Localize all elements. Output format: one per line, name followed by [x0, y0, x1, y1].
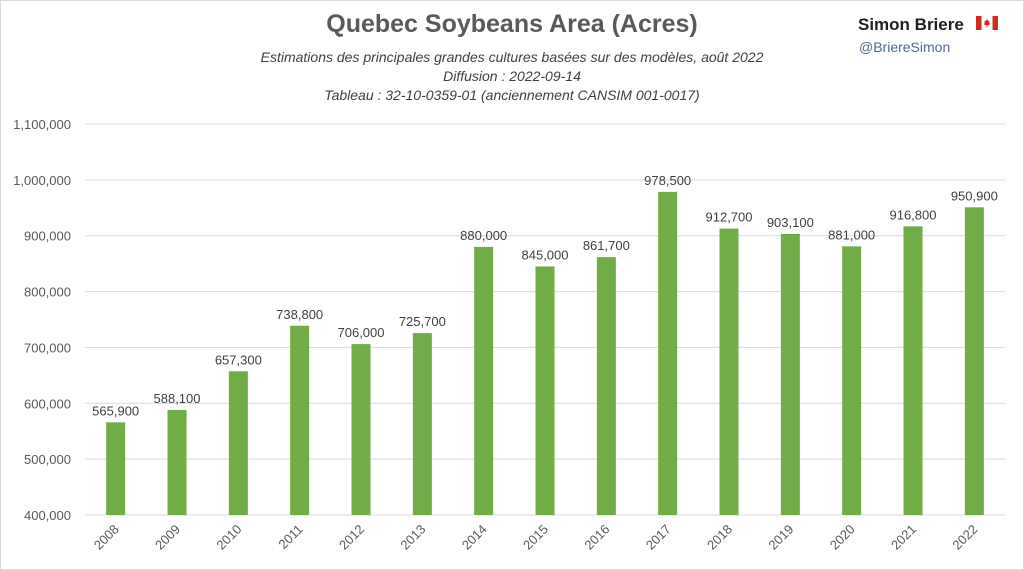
y-tick-label: 1,100,000: [13, 117, 71, 132]
data-label: 881,000: [828, 227, 875, 242]
data-label: 738,800: [276, 307, 323, 322]
bars: [106, 191, 984, 515]
data-label: 950,900: [951, 188, 998, 203]
y-tick-label: 800,000: [24, 285, 71, 300]
data-label: 880,000: [460, 228, 507, 243]
data-label: 903,100: [767, 215, 814, 230]
bar-2019: [780, 233, 800, 515]
bar-2015: [535, 266, 555, 515]
chart-subtitle-release: Diffusion : 2022-09-14: [443, 68, 581, 84]
data-label: 588,100: [154, 391, 201, 406]
x-tick-label: 2009: [152, 522, 183, 553]
x-tick-label: 2021: [888, 522, 919, 553]
x-tick-label: 2013: [397, 522, 428, 553]
author-name: Simon Briere: [858, 15, 964, 34]
bar-2018: [719, 228, 739, 515]
y-tick-label: 1,000,000: [13, 173, 71, 188]
data-labels: 565,900 588,100 657,300 738,800 706,000 725,7…: [92, 173, 998, 418]
x-tick-label: 2019: [765, 522, 796, 553]
y-tick-label: 900,000: [24, 229, 71, 244]
chart-title: Quebec Soybeans Area (Acres): [326, 10, 698, 38]
y-tick-label: 500,000: [24, 452, 71, 467]
bar-2017: [658, 191, 678, 515]
bar-2011: [290, 325, 310, 515]
x-tick-label: 2018: [704, 522, 735, 553]
canada-flag-icon: [976, 16, 998, 30]
y-tick-label: 400,000: [24, 508, 71, 523]
data-label: 978,500: [644, 173, 691, 188]
bar-2012: [351, 344, 371, 515]
x-tick-label: 2016: [581, 522, 612, 553]
y-tick-label: 700,000: [24, 340, 71, 355]
x-tick-label: 2014: [459, 522, 490, 553]
bar-2014: [474, 246, 494, 515]
data-label: 657,300: [215, 352, 262, 367]
bar-2008: [106, 422, 126, 515]
bar-2013: [412, 333, 432, 515]
author-handle: @BriereSimon: [859, 39, 951, 55]
bar-2016: [596, 257, 616, 515]
data-label: 725,700: [399, 314, 446, 329]
y-tick-label: 600,000: [24, 396, 71, 411]
bar-2022: [964, 207, 984, 515]
bar-2010: [228, 371, 248, 515]
data-label: 916,800: [890, 207, 937, 222]
data-label: 565,900: [92, 403, 139, 418]
x-tick-label: 2011: [275, 522, 305, 552]
x-tick-label: 2010: [213, 522, 244, 553]
data-label: 912,700: [706, 210, 753, 225]
bar-2020: [842, 246, 862, 515]
data-label: 861,700: [583, 238, 630, 253]
bar-2009: [167, 409, 187, 515]
x-tick-label: 2022: [949, 522, 980, 553]
x-tick-label: 2017: [643, 522, 674, 553]
data-label: 706,000: [338, 325, 385, 340]
x-tick-label: 2015: [520, 522, 551, 553]
x-tick-label: 2012: [336, 522, 367, 553]
x-tick-label: 2020: [827, 522, 858, 553]
bar-2021: [903, 226, 923, 515]
y-axis-tick-labels: 400,000 500,000 600,000 700,000 800,000 900,0…: [13, 117, 71, 523]
data-label: 845,000: [522, 247, 569, 262]
x-tick-label: 2008: [91, 522, 122, 553]
x-axis-tick-labels: 2008 2009 2010 2011 2012 2013 2014 2015 2016 2017…: [91, 522, 981, 553]
chart-subtitle-table: Tableau : 32-10-0359-01 (anciennement CA…: [324, 87, 700, 103]
chart-subtitle-source: Estimations des principales grandes cult…: [260, 49, 764, 65]
